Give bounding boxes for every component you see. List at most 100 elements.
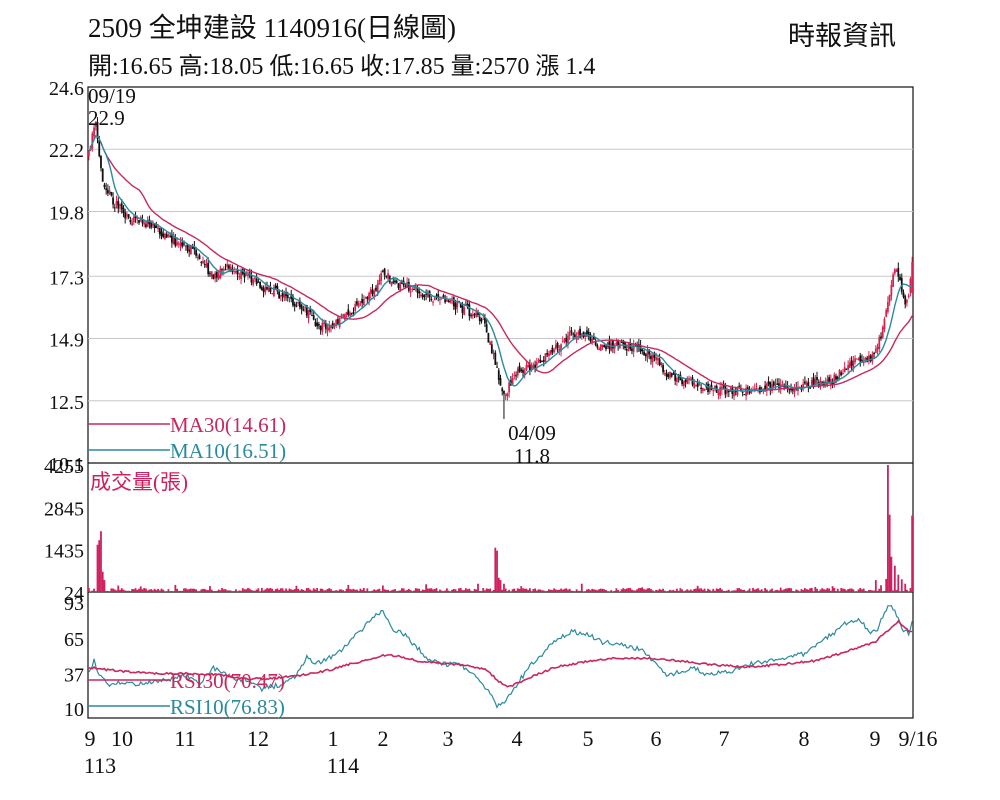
volume-bar <box>143 588 146 592</box>
candlestick <box>703 388 706 391</box>
candlestick <box>855 358 858 360</box>
x-tick-label: 11 <box>174 726 195 751</box>
candle-body <box>717 392 720 396</box>
volume-bar <box>160 588 163 592</box>
volume-bar <box>631 589 633 592</box>
candle-body <box>425 293 428 295</box>
volume-bar <box>266 588 268 592</box>
volume-bar <box>800 589 803 592</box>
volume-bar <box>532 589 535 592</box>
x-tick-label: 12 <box>247 726 269 751</box>
volume-bar <box>331 590 334 592</box>
candlestick <box>885 308 888 318</box>
candle-body <box>670 373 673 377</box>
candlestick <box>449 299 452 304</box>
volume-bar <box>554 589 557 592</box>
candle-body <box>352 312 355 314</box>
candle-body <box>229 266 232 272</box>
volume-bar <box>440 590 443 592</box>
candle-body <box>701 387 704 391</box>
volume-bar <box>854 591 856 592</box>
candle-body <box>620 341 623 343</box>
candle-body <box>651 355 654 363</box>
volume-bar <box>596 590 599 592</box>
volume-bar <box>359 588 362 592</box>
volume-bar <box>368 591 370 592</box>
candle-body <box>198 255 201 260</box>
candle-body <box>703 389 706 391</box>
volume-bar <box>658 588 661 592</box>
candle-body <box>648 351 651 355</box>
candlestick <box>233 266 236 275</box>
volume-bar <box>221 587 223 592</box>
candle-body <box>368 293 370 300</box>
volume-bar <box>762 591 765 592</box>
volume-bar <box>802 589 805 592</box>
volume-bar <box>330 589 332 592</box>
candlestick <box>371 284 374 297</box>
volume-bar <box>188 589 191 592</box>
candlestick <box>605 344 607 352</box>
candle-body <box>631 348 633 351</box>
candlestick <box>456 298 459 313</box>
volume-bar <box>366 588 369 592</box>
volume-bar <box>807 589 810 592</box>
candle-body <box>285 292 287 297</box>
volume-bar <box>760 589 763 592</box>
candlestick <box>681 377 684 387</box>
volume-bar <box>126 590 128 592</box>
candlestick <box>513 371 516 380</box>
candle-body <box>172 237 175 244</box>
candlestick <box>656 355 659 366</box>
candle-body <box>874 348 877 353</box>
candlestick <box>409 285 412 297</box>
volume-bar <box>276 588 279 592</box>
candlestick <box>850 356 853 372</box>
candle-body <box>437 294 440 298</box>
candle-body <box>292 296 294 306</box>
candlestick <box>119 203 121 212</box>
candle-body <box>708 387 711 392</box>
candlestick <box>767 376 770 387</box>
candle-body <box>568 331 571 336</box>
candle-body <box>779 384 782 390</box>
candlestick <box>772 380 775 388</box>
volume-bar <box>234 589 237 592</box>
candle-body <box>445 299 448 302</box>
candlestick <box>347 304 350 317</box>
candle-body <box>421 294 424 298</box>
volume-bar <box>580 583 583 592</box>
x-tick-label: 7 <box>719 726 730 751</box>
candle-body <box>714 385 716 389</box>
candle-body <box>596 345 599 348</box>
candlestick <box>480 317 483 324</box>
candlestick <box>236 264 239 281</box>
candle-body <box>132 216 135 223</box>
candlestick <box>848 357 851 369</box>
candlestick <box>899 274 901 281</box>
volume-bar <box>506 591 509 592</box>
candle-body <box>867 355 870 362</box>
candle-body <box>209 273 211 275</box>
volume-bar <box>404 590 407 592</box>
candle-body <box>497 370 500 381</box>
volume-bar <box>767 591 770 592</box>
candle-body <box>305 305 308 316</box>
candle-body <box>170 233 173 243</box>
candlestick <box>684 378 687 388</box>
candle-body <box>695 384 697 386</box>
volume-bar <box>119 589 121 592</box>
volume-bar <box>520 586 523 592</box>
volume-bar <box>783 589 786 592</box>
year-label: 114 <box>327 753 359 778</box>
volume-bar <box>375 590 377 592</box>
candle-body <box>810 380 813 385</box>
candlestick <box>888 294 891 306</box>
volume-bar <box>513 588 516 592</box>
candle-body <box>504 394 507 396</box>
candlestick <box>350 312 353 316</box>
volume-bar <box>432 589 434 592</box>
volume-bar <box>629 587 632 592</box>
price-tick-label: 24.6 <box>49 78 84 100</box>
